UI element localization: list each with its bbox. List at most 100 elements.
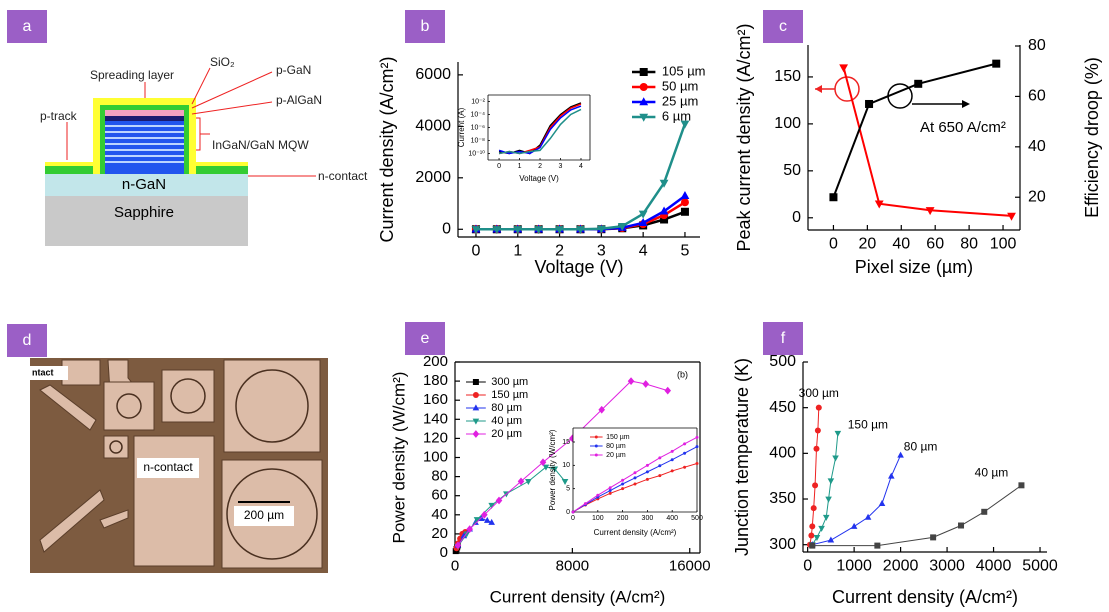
data-point xyxy=(670,469,674,473)
diagram-label: p-GaN xyxy=(276,63,311,77)
data-point xyxy=(815,404,822,411)
x-axis-label: Pixel size (µm) xyxy=(855,257,973,277)
panel-label: b xyxy=(421,18,430,35)
y-tick-label: 6000 xyxy=(415,66,451,83)
data-point xyxy=(850,522,858,529)
data-point xyxy=(808,532,815,539)
data-point xyxy=(608,489,612,493)
data-point xyxy=(472,418,480,425)
x-tick-label: 2000 xyxy=(883,558,919,575)
arrow-head xyxy=(815,85,822,93)
device-diagram: Spreading layer SiO₂ p-GaN p-AlGaN p-tra… xyxy=(40,55,368,246)
data-point xyxy=(878,499,886,506)
series-label: 40 µm xyxy=(975,465,1009,479)
data-point xyxy=(818,525,825,532)
data-point xyxy=(695,435,699,439)
mqw-shape xyxy=(105,121,184,174)
p-algan-shape xyxy=(105,116,184,121)
data-point xyxy=(680,207,689,216)
data-point xyxy=(642,380,650,388)
y-tick-label: 350 xyxy=(769,490,796,507)
data-point xyxy=(695,445,699,449)
data-point xyxy=(596,493,600,497)
data-point xyxy=(874,200,884,209)
data-point xyxy=(517,477,525,486)
data-point xyxy=(1018,482,1025,489)
y2-tick-label: 60 xyxy=(1028,88,1046,105)
y-axis-label: Power density (W/cm²) xyxy=(548,429,557,510)
label-box xyxy=(405,10,445,43)
series-label: 150 µm xyxy=(848,417,888,431)
x-tick-label: 40 xyxy=(892,236,910,253)
y-tick-label: 450 xyxy=(769,399,796,416)
x-tick-label: 2 xyxy=(555,243,564,260)
series-line xyxy=(498,108,582,155)
data-point xyxy=(683,465,687,469)
data-point xyxy=(513,226,523,235)
x-axis-label: Current density (A/cm²) xyxy=(832,587,1018,607)
data-point xyxy=(981,508,988,515)
data-point xyxy=(645,470,649,474)
x-tick-label: 100 xyxy=(990,236,1017,253)
y-axis-label: Junction temperature (K) xyxy=(732,358,752,556)
y-tick-label: 10⁻² xyxy=(471,98,485,105)
label-box xyxy=(405,322,445,355)
y2-axis-label: Efficiency droop (%) xyxy=(1082,57,1102,218)
x-tick-label: 200 xyxy=(617,515,629,522)
x-tick-label: 500 xyxy=(691,515,703,522)
diagram-label: n-contact xyxy=(318,169,368,183)
legend-label: 20 µm xyxy=(491,428,522,440)
y-tick-label: 400 xyxy=(769,445,796,462)
data-point xyxy=(633,476,637,480)
data-point xyxy=(695,461,699,465)
x-tick-label: 1000 xyxy=(836,558,872,575)
y-tick-label: 0 xyxy=(566,509,570,516)
n-gan-layer xyxy=(45,174,248,196)
y-axis-label: Current density (A/cm²) xyxy=(377,56,397,242)
annotation: (b) xyxy=(677,369,688,379)
legend-label: 80 µm xyxy=(606,443,626,450)
data-point xyxy=(658,456,662,460)
data-point xyxy=(958,522,965,529)
y-tick-label: 2000 xyxy=(415,169,451,186)
data-point xyxy=(621,482,625,486)
data-point xyxy=(488,518,495,525)
data-point xyxy=(992,59,1001,68)
legend-label: 105 µm xyxy=(662,63,706,78)
data-point xyxy=(633,471,637,475)
x-tick-label: 4000 xyxy=(976,558,1012,575)
x-tick-label: 80 xyxy=(960,236,978,253)
y2-tick-label: 20 xyxy=(1028,188,1046,205)
y-tick-label: 40 xyxy=(431,506,448,523)
series-line xyxy=(842,67,1012,217)
data-point xyxy=(473,517,481,524)
p-gan-shape xyxy=(105,110,184,116)
panel-label: c xyxy=(779,18,787,35)
y-tick-label: 140 xyxy=(423,410,448,427)
x-tick-label: 1 xyxy=(518,163,522,170)
data-point xyxy=(621,487,625,491)
data-point xyxy=(864,513,872,520)
track xyxy=(45,162,95,166)
leader-lines xyxy=(66,67,316,177)
y-tick-label: 60 xyxy=(431,487,448,504)
y-tick-label: 100 xyxy=(774,115,801,132)
data-point xyxy=(608,486,612,490)
x-tick-label: 16000 xyxy=(669,557,711,574)
data-point xyxy=(639,97,649,106)
pixel-mesas xyxy=(109,369,318,560)
series-line xyxy=(475,194,686,231)
x-tick-label: 3 xyxy=(559,163,563,170)
data-point xyxy=(539,458,547,467)
legend-label: 150 µm xyxy=(491,389,528,401)
legend-label: 150 µm xyxy=(606,434,630,441)
x-tick-label: 1 xyxy=(513,243,522,260)
panel-labels: a b c e f xyxy=(7,10,803,355)
data-point xyxy=(683,442,687,446)
data-point xyxy=(472,430,480,438)
x-tick-label: 60 xyxy=(926,236,944,253)
x-tick-label: 3000 xyxy=(929,558,965,575)
x-tick-label: 0 xyxy=(803,558,812,575)
data-point xyxy=(925,207,935,216)
data-point xyxy=(809,542,816,549)
